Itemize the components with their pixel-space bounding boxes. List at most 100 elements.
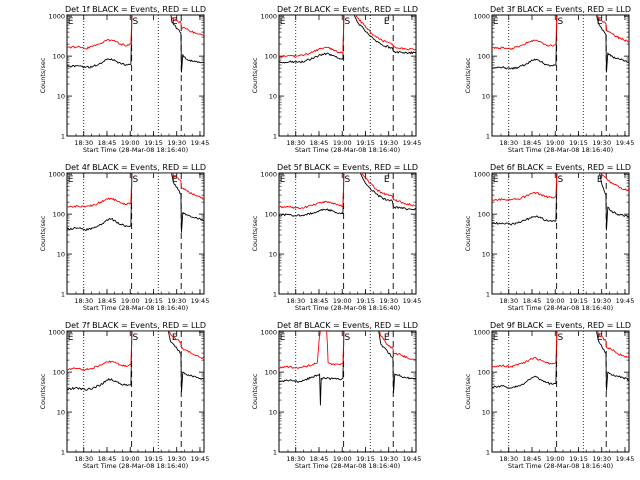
panel-title: Det 2f BLACK = Events, RED = LLD	[277, 5, 418, 14]
panel-title: Det 1f BLACK = Events, RED = LLD	[65, 5, 206, 14]
x-tick-label: 19:00	[546, 297, 565, 305]
x-tick-label: 19:45	[191, 455, 210, 463]
y-tick-label: 10	[482, 251, 490, 259]
x-tick-label: 18:30	[74, 455, 93, 463]
panel-title: Det 9f BLACK = Events, RED = LLD	[490, 321, 631, 330]
x-axis-label: Start Time (28-Mar-08 18:16:40)	[508, 462, 613, 470]
y-tick-label: 1	[273, 449, 277, 457]
time-marker-label: E	[68, 175, 74, 185]
time-marker-label: S	[345, 17, 351, 27]
x-tick-label: 19:15	[144, 455, 163, 463]
y-tick-label: 1000	[473, 329, 490, 337]
time-marker-label: E	[597, 17, 603, 27]
y-tick-label: 100	[265, 369, 277, 377]
x-tick-label: 19:45	[191, 139, 210, 147]
x-tick-label: 18:45	[523, 455, 542, 463]
time-marker-label: E	[280, 17, 286, 27]
y-tick-label: 100	[53, 369, 65, 377]
detector-panel-9: Det 9f BLACK = Events, RED = LLD 1 10 100 10…	[464, 321, 634, 470]
y-tick-label: 1	[486, 449, 490, 457]
y-tick-label: 10	[482, 409, 490, 417]
x-tick-label: 18:30	[286, 297, 305, 305]
detector-panel-4: Det 4f BLACK = Events, RED = LLD 1 10 100 10…	[39, 163, 209, 312]
lld-series-line	[67, 331, 204, 371]
x-tick-label: 18:30	[286, 139, 305, 147]
time-marker-label: E	[280, 333, 286, 343]
y-axis-label: Counts/sec	[464, 373, 472, 409]
events-series-line	[67, 331, 204, 393]
x-tick-label: 19:30	[167, 455, 186, 463]
y-tick-label: 1000	[473, 171, 490, 179]
time-marker-label: E	[68, 17, 74, 27]
x-axis-label: Start Time (28-Mar-08 18:16:40)	[83, 462, 188, 470]
y-tick-label: 1000	[260, 171, 277, 179]
x-tick-label: 18:45	[523, 139, 542, 147]
y-tick-label: 1000	[48, 329, 65, 337]
x-tick-label: 19:45	[616, 297, 635, 305]
x-tick-label: 18:45	[98, 139, 117, 147]
x-tick-label: 18:30	[286, 455, 305, 463]
lld-series-line	[492, 331, 629, 368]
time-marker-label: E	[597, 333, 603, 343]
x-tick-label: 19:15	[569, 297, 588, 305]
y-tick-label: 10	[482, 93, 490, 101]
time-marker-label: S	[345, 333, 351, 343]
x-tick-label: 19:30	[167, 297, 186, 305]
y-tick-label: 1	[61, 449, 65, 457]
events-series-line	[67, 15, 204, 73]
events-series-line	[67, 173, 204, 233]
x-tick-label: 19:45	[403, 139, 422, 147]
x-tick-label: 19:00	[121, 297, 140, 305]
y-tick-label: 1	[273, 291, 277, 299]
y-tick-label: 1	[486, 133, 490, 141]
y-axis-label: Counts/sec	[39, 215, 47, 251]
panel-title: Det 5f BLACK = Events, RED = LLD	[277, 163, 418, 172]
x-tick-label: 19:00	[333, 297, 352, 305]
panel-title: Det 7f BLACK = Events, RED = LLD	[65, 321, 206, 330]
x-tick-label: 19:00	[546, 139, 565, 147]
lld-series-line	[67, 173, 204, 208]
time-marker-label: S	[133, 175, 139, 185]
y-tick-label: 10	[57, 251, 65, 259]
x-axis-label: Start Time (28-Mar-08 18:16:40)	[295, 146, 400, 154]
y-tick-label: 100	[53, 53, 65, 61]
time-marker-label: S	[133, 17, 139, 27]
x-tick-label: 19:45	[191, 297, 210, 305]
plot-frame	[278, 172, 417, 295]
x-tick-label: 18:45	[310, 139, 329, 147]
detector-panel-8: Det 8f BLACK = Events, RED = LLD 1 10 100 10…	[251, 321, 421, 470]
x-tick-label: 19:45	[403, 455, 422, 463]
y-tick-label: 10	[269, 251, 277, 259]
x-tick-label: 19:45	[403, 297, 422, 305]
x-tick-label: 18:45	[523, 297, 542, 305]
y-tick-label: 100	[478, 211, 490, 219]
panel-title: Det 8f BLACK = Events, RED = LLD	[277, 321, 418, 330]
y-tick-label: 1	[486, 291, 490, 299]
time-marker-label: S	[558, 175, 564, 185]
x-tick-label: 19:00	[546, 455, 565, 463]
lld-series-line	[279, 15, 416, 58]
x-tick-label: 18:30	[499, 297, 518, 305]
x-tick-label: 19:30	[592, 297, 611, 305]
events-series-line	[279, 15, 416, 64]
lld-series-line	[492, 15, 629, 50]
y-tick-label: 1000	[260, 329, 277, 337]
time-marker-label: E	[384, 17, 390, 27]
y-tick-label: 1	[61, 133, 65, 141]
y-tick-label: 1	[61, 291, 65, 299]
time-marker-label: S	[558, 333, 564, 343]
x-axis-label: Start Time (28-Mar-08 18:16:40)	[508, 146, 613, 154]
y-axis-label: Counts/sec	[251, 373, 259, 409]
time-marker-label: E	[493, 175, 499, 185]
detector-panel-1: Det 1f BLACK = Events, RED = LLD 1 10 100 10…	[39, 5, 209, 154]
x-tick-label: 19:30	[379, 139, 398, 147]
x-tick-label: 18:45	[310, 455, 329, 463]
y-axis-label: Counts/sec	[251, 215, 259, 251]
events-series-line	[279, 173, 416, 217]
y-tick-label: 1	[273, 133, 277, 141]
y-tick-label: 100	[265, 211, 277, 219]
x-tick-label: 18:30	[74, 297, 93, 305]
y-axis-label: Counts/sec	[464, 215, 472, 251]
detector-panel-3: Det 3f BLACK = Events, RED = LLD 1 10 100 10…	[464, 5, 634, 154]
